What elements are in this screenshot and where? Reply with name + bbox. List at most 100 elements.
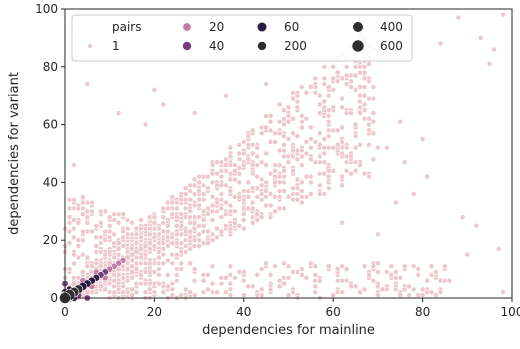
scatter-point: [169, 286, 176, 293]
scatter-point: [375, 292, 381, 298]
scatter-point: [299, 188, 305, 194]
scatter-point: [357, 289, 363, 296]
scatter-point: [321, 98, 328, 105]
scatter-point: [316, 153, 323, 160]
scatter-point: [299, 153, 305, 160]
scatter-point: [308, 136, 314, 142]
scatter-point: [223, 199, 229, 206]
scatter-point: [240, 139, 247, 145]
scatter-point: [88, 208, 95, 215]
scatter-point: [263, 162, 269, 168]
scatter-point: [142, 243, 149, 249]
scatter-point: [133, 231, 140, 238]
scatter-point: [147, 246, 153, 252]
scatter-point: [173, 205, 180, 212]
scatter-point: [276, 277, 283, 284]
scatter-point: [464, 251, 471, 258]
scatter-point: [339, 289, 345, 296]
scatter-point: [129, 263, 135, 270]
scatter-point: [428, 263, 435, 270]
scatter-point: [316, 130, 323, 137]
scatter-point: [325, 113, 332, 119]
scatter-point: [366, 78, 372, 85]
scatter-point: [325, 263, 332, 270]
scatter-point: [111, 272, 118, 278]
scatter-point: [290, 269, 296, 275]
scatter-point: [258, 266, 265, 272]
scatter-point: [334, 127, 341, 134]
scatter-point: [325, 167, 332, 174]
scatter-point: [151, 269, 158, 275]
scatter-point: [290, 130, 296, 137]
scatter-point: [392, 274, 399, 281]
scatter-point: [267, 191, 274, 197]
scatter-point: [401, 159, 408, 166]
scatter-point: [294, 196, 301, 203]
scatter-point: [151, 220, 158, 226]
scatter-point: [500, 11, 506, 18]
scatter-point: [196, 188, 202, 194]
scatter-point: [276, 147, 283, 154]
scatter-point: [419, 286, 426, 293]
scatter-point: [191, 182, 198, 189]
scatter-point: [276, 101, 283, 108]
scatter-point: [191, 237, 198, 244]
scatter-point: [205, 286, 211, 293]
scatter-point: [343, 81, 350, 87]
scatter-point: [240, 162, 247, 168]
legend-marker: [256, 21, 268, 33]
scatter-point: [97, 283, 104, 290]
scatter-point: [446, 277, 453, 284]
scatter-point: [415, 292, 421, 298]
scatter-point: [84, 81, 91, 87]
scatter-point: [388, 263, 395, 270]
scatter-point: [263, 202, 269, 209]
y-tick-label: 20: [43, 233, 58, 247]
scatter-point: [66, 240, 73, 246]
scatter-point: [66, 205, 73, 212]
legend-marker: [87, 43, 93, 49]
y-tick-label: 80: [43, 60, 58, 74]
scatter-point: [80, 194, 86, 200]
scatter-point: [205, 272, 211, 278]
scatter-point: [191, 266, 198, 272]
scatter-point: [209, 280, 216, 287]
scatter-point: [308, 179, 314, 186]
scatter-point: [236, 156, 243, 163]
scatter-point: [285, 113, 292, 119]
scatter-point: [281, 280, 287, 287]
scatter-point: [173, 251, 180, 258]
scatter-point: [71, 251, 77, 258]
scatter-point: [227, 202, 234, 209]
scatter-point: [151, 289, 158, 296]
legend-label: 200: [284, 39, 307, 53]
scatter-point: [129, 269, 135, 275]
scatter-point: [272, 208, 278, 215]
scatter-point: [178, 292, 185, 298]
scatter-point: [312, 283, 319, 290]
scatter-point: [169, 211, 176, 218]
scatter-point: [343, 72, 350, 79]
scatter-point: [299, 84, 305, 90]
scatter-point: [214, 208, 220, 215]
scatter-point: [240, 196, 247, 203]
scatter-point: [339, 150, 345, 157]
scatter-point: [236, 222, 243, 229]
scatter-point: [209, 231, 216, 238]
scatter-point: [375, 283, 381, 290]
scatter-point: [491, 46, 497, 53]
scatter-point: [303, 139, 310, 145]
scatter-point: [187, 220, 194, 226]
scatter-point: [397, 118, 404, 125]
scatter-point: [325, 118, 332, 125]
scatter-point: [272, 139, 278, 145]
scatter-point: [294, 156, 301, 163]
scatter-point: [187, 214, 194, 220]
scatter-point: [236, 141, 243, 148]
scatter-point: [290, 95, 296, 102]
scatter-point: [361, 115, 368, 122]
scatter-point: [285, 263, 292, 270]
scatter-point: [71, 234, 77, 241]
scatter-point: [178, 266, 185, 272]
